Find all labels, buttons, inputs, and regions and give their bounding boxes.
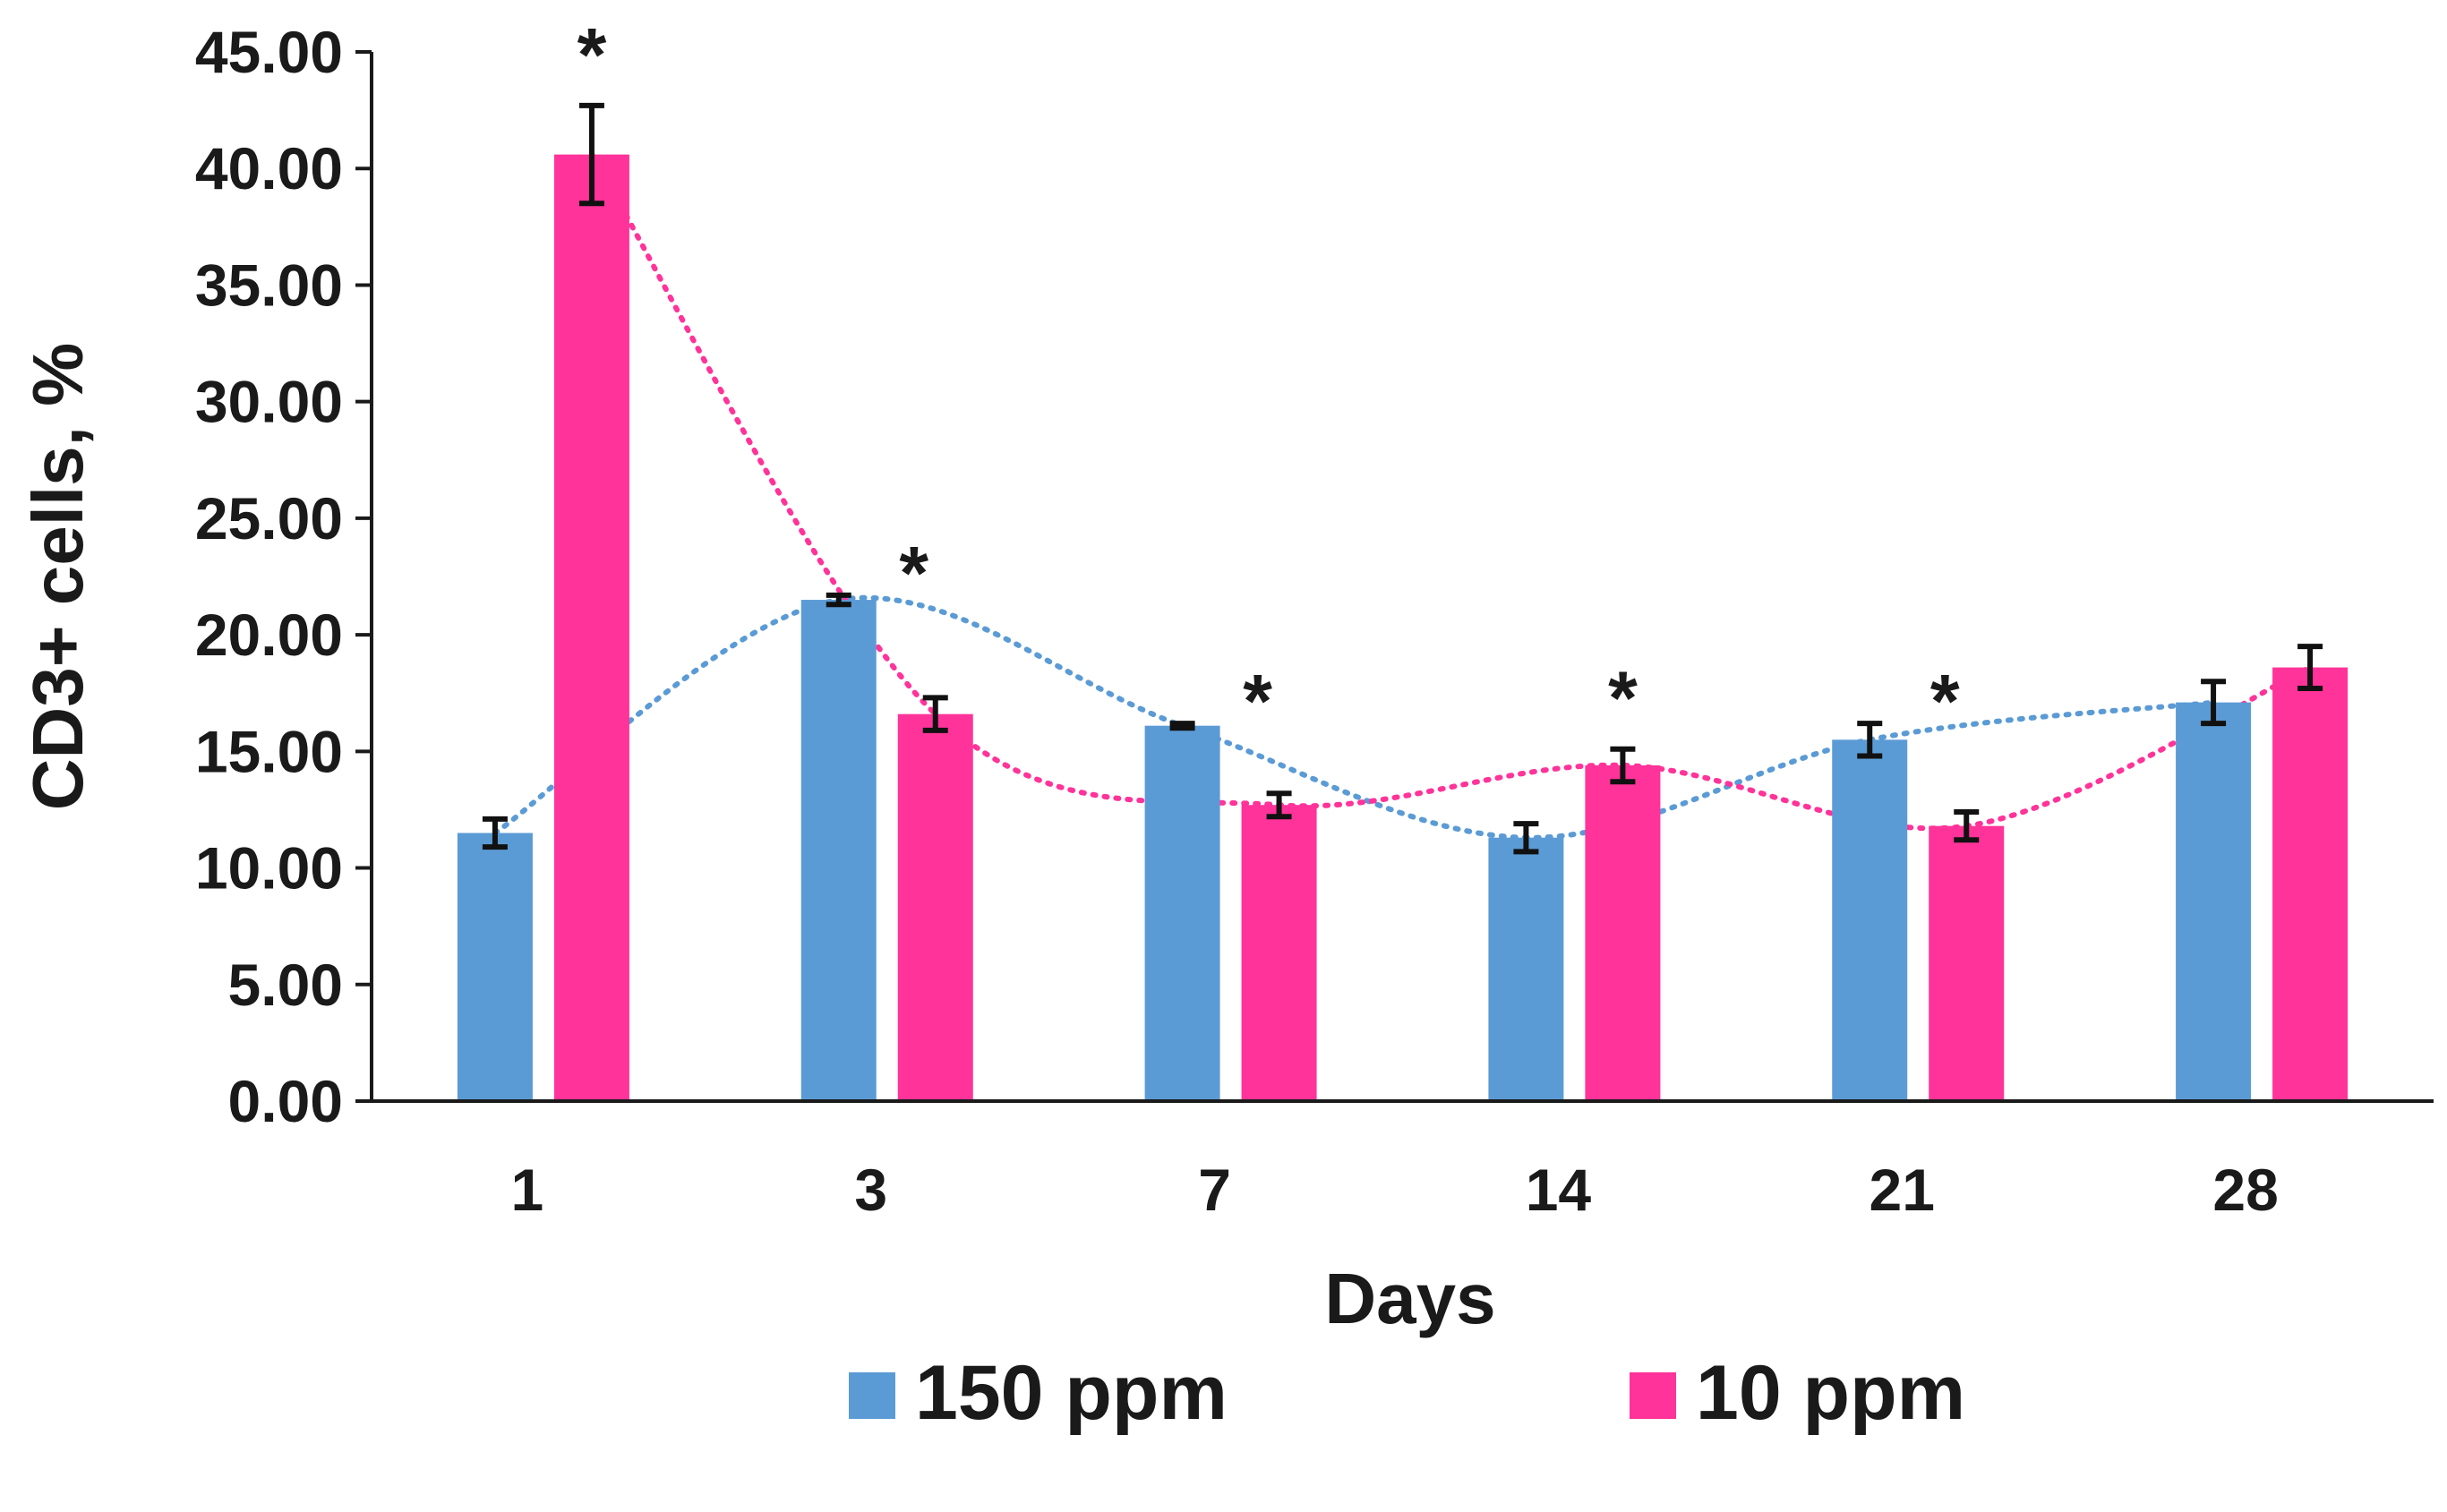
error-bar-150-ppm-day-14 — [1513, 821, 1539, 855]
y-axis-title: CD3+ cells, % — [18, 343, 98, 811]
bar-150-ppm-day-14 — [1488, 837, 1564, 1101]
y-tick-label: 45.00 — [195, 19, 343, 85]
y-tick-label: 15.00 — [195, 718, 343, 784]
x-tick-label-14: 14 — [1526, 1157, 1592, 1223]
y-tick-label: 40.00 — [195, 135, 343, 201]
error-bar-10-ppm-day-21 — [1954, 809, 1980, 843]
significance-asterisk-day-21: * — [1930, 659, 1960, 743]
bar-10-ppm-day-3 — [897, 713, 973, 1101]
significance-asterisk-day-7: * — [1243, 659, 1272, 743]
y-tick-label: 35.00 — [195, 252, 343, 318]
bar-150-ppm-day-3 — [800, 600, 877, 1101]
y-tick-label: 20.00 — [195, 602, 343, 668]
bar-150-ppm-day-1 — [457, 833, 533, 1101]
error-bars — [482, 102, 2323, 855]
x-tick-label-7: 7 — [1198, 1157, 1231, 1223]
error-bar-10-ppm-day-7 — [1266, 790, 1292, 820]
bar-150-ppm-day-7 — [1144, 725, 1220, 1101]
y-tick-label: 25.00 — [195, 485, 343, 551]
legend-swatch-10-ppm — [1630, 1372, 1676, 1419]
axes: 0.00 5.00 10.00 15.00 20.00 25.00 30.00 35.00 40… — [195, 19, 2434, 1223]
bar-150-ppm-day-21 — [1832, 739, 1908, 1101]
x-tick-label-1: 1 — [511, 1157, 544, 1223]
error-bar-10-ppm-day-14 — [1610, 746, 1636, 785]
y-tick-label: 10.00 — [195, 835, 343, 901]
y-tick-label: 5.00 — [228, 952, 343, 1018]
trendline-10-ppm — [588, 151, 2314, 832]
error-bar-150-ppm-day-1 — [482, 816, 508, 850]
error-bar-10-ppm-day-3 — [922, 695, 948, 733]
legend-swatch-150-ppm — [849, 1372, 895, 1419]
error-bar-10-ppm-day-28 — [2297, 644, 2323, 692]
bar-10-ppm-day-28 — [2272, 667, 2349, 1101]
significance-annotations: * * * * * — [578, 13, 1960, 743]
significance-asterisk-day-14: * — [1608, 656, 1638, 740]
y-tick-label: 0.00 — [228, 1068, 343, 1134]
bars — [457, 154, 2349, 1101]
error-bar-10-ppm-day-1 — [578, 102, 604, 207]
significance-asterisk-day-1: * — [578, 13, 607, 97]
x-tick-label-28: 28 — [2212, 1157, 2278, 1223]
legend-label-10-ppm: 10 ppm — [1696, 1350, 1965, 1436]
bar-10-ppm-day-14 — [1585, 765, 1661, 1101]
error-bar-150-ppm-day-21 — [1857, 721, 1883, 759]
bar-10-ppm-day-1 — [553, 154, 629, 1101]
legend-label-150-ppm: 150 ppm — [915, 1350, 1228, 1436]
bar-150-ppm-day-28 — [2176, 702, 2252, 1101]
x-tick-label-3: 3 — [854, 1157, 887, 1223]
y-tick-label: 30.00 — [195, 369, 343, 435]
x-tick-label-21: 21 — [1869, 1157, 1935, 1223]
x-axis-title: Days — [1324, 1259, 1495, 1338]
trendlines — [492, 151, 2314, 841]
bar-10-ppm-day-7 — [1241, 805, 1317, 1101]
bar-10-ppm-day-21 — [1929, 825, 2005, 1101]
error-bar-150-ppm-day-3 — [826, 592, 851, 608]
error-bar-150-ppm-day-28 — [2201, 679, 2227, 727]
significance-asterisk-day-3: * — [899, 531, 928, 615]
error-bar-150-ppm-day-7 — [1169, 721, 1195, 731]
trendline-150-ppm — [492, 594, 2217, 841]
legend: 150 ppm 10 ppm — [849, 1350, 1965, 1436]
